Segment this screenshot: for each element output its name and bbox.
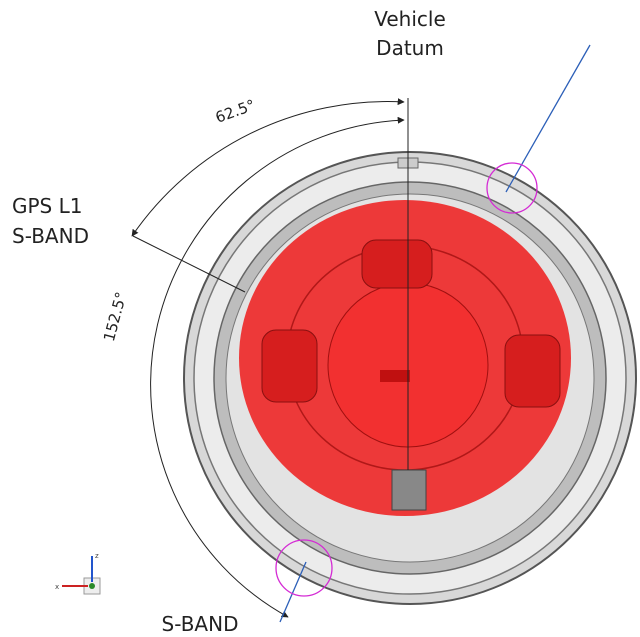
antenna-lines bbox=[279, 44, 591, 623]
angle-label: 152.5° bbox=[100, 290, 130, 343]
vehicle-structure bbox=[183, 151, 637, 605]
label: Datum bbox=[376, 36, 444, 60]
label: S-BAND bbox=[12, 224, 89, 248]
axis-label: z bbox=[95, 552, 99, 560]
axis-triad: z x bbox=[55, 552, 101, 595]
label: S-BAND bbox=[162, 612, 239, 636]
dimension-lines bbox=[131, 98, 409, 618]
label: GPS L1 bbox=[12, 194, 82, 218]
label: Vehicle bbox=[374, 7, 446, 31]
axis-label: x bbox=[55, 583, 59, 591]
angle-label: 62.5° bbox=[213, 96, 258, 127]
antenna-markers bbox=[275, 162, 538, 597]
